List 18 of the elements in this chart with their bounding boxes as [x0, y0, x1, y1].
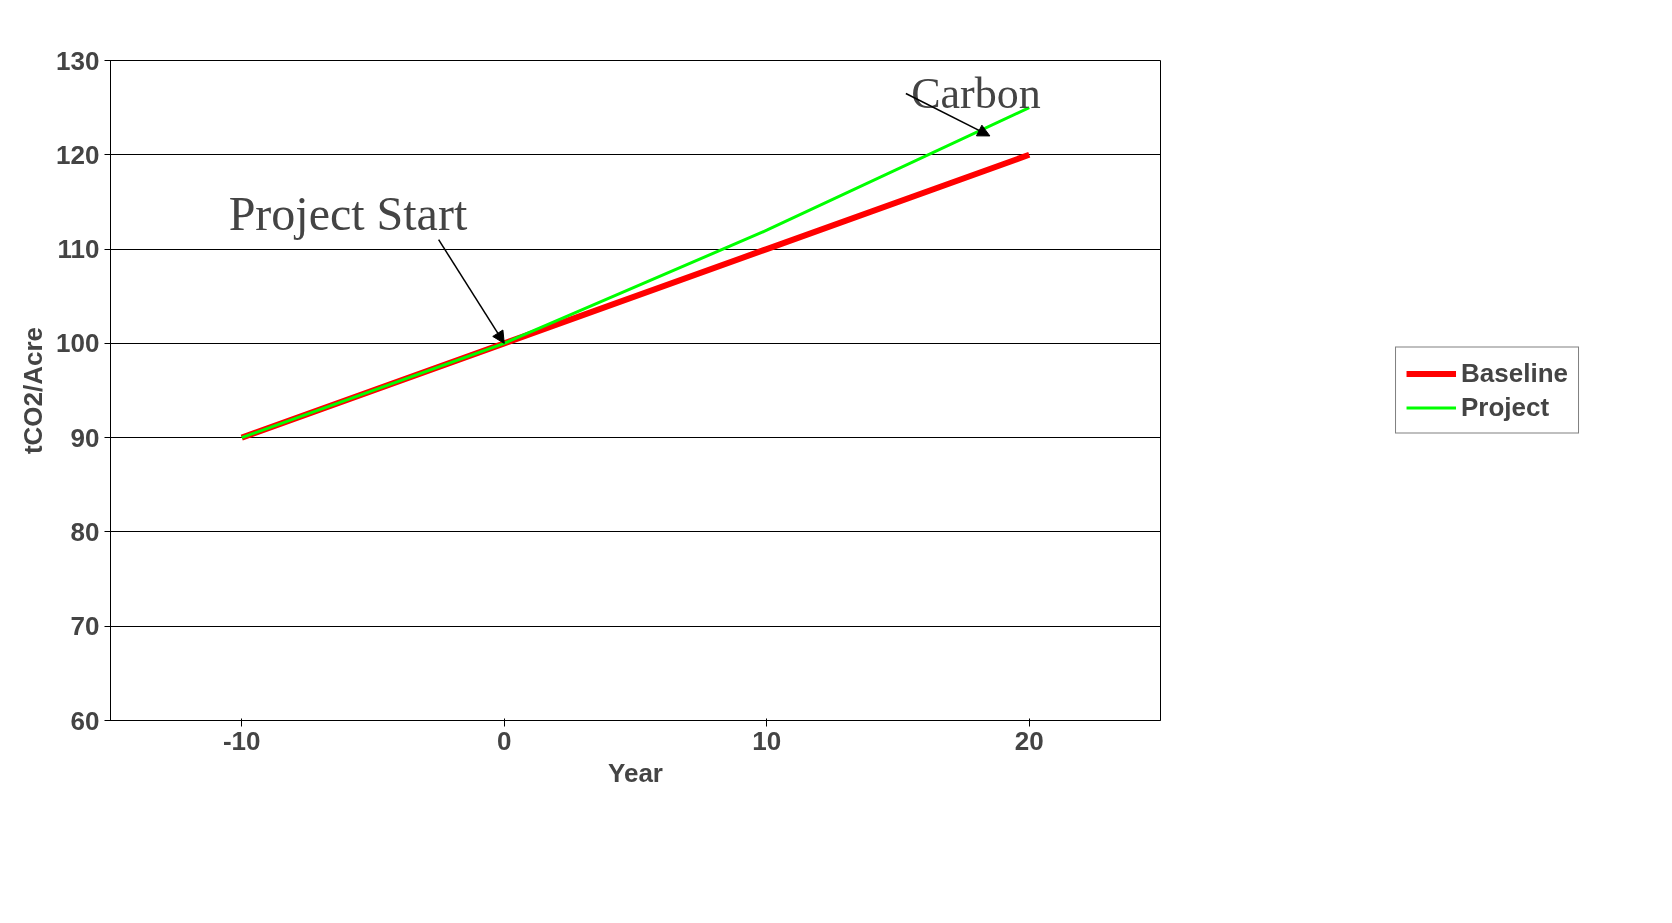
x-tick-label: -10 [222, 725, 261, 756]
x-tick-label: 10 [752, 725, 782, 756]
y-tick-label: 100 [56, 328, 100, 359]
y-tick-label: 70 [70, 611, 100, 642]
x-axis-title: Year [608, 757, 663, 788]
x-tick-label: 0 [497, 725, 512, 756]
y-tick-label: 60 [70, 705, 100, 736]
annotation: Carbon [911, 69, 1041, 118]
y-tick-label: 120 [56, 139, 100, 170]
y-axis-title: tCO2/Acre [18, 326, 49, 455]
y-tick-label: 80 [70, 516, 100, 547]
y-tick-label: 90 [70, 422, 100, 453]
x-tick-label: 20 [1014, 725, 1044, 756]
legend-label: Project [1461, 391, 1550, 423]
y-tick-label: 130 [56, 45, 100, 76]
annotation: Project Start [228, 186, 468, 240]
y-tick-label: 110 [57, 234, 100, 265]
legend-label: Baseline [1461, 357, 1568, 389]
